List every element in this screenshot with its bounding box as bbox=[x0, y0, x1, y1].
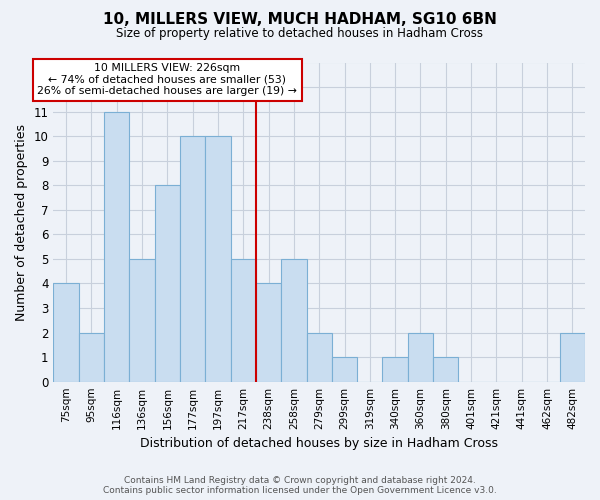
Bar bbox=[230, 259, 256, 382]
Bar bbox=[53, 284, 79, 382]
Bar bbox=[307, 332, 332, 382]
X-axis label: Distribution of detached houses by size in Hadham Cross: Distribution of detached houses by size … bbox=[140, 437, 498, 450]
Text: Size of property relative to detached houses in Hadham Cross: Size of property relative to detached ho… bbox=[116, 28, 484, 40]
Bar bbox=[256, 284, 281, 382]
Bar bbox=[130, 259, 155, 382]
Bar bbox=[180, 136, 205, 382]
Text: 10, MILLERS VIEW, MUCH HADHAM, SG10 6BN: 10, MILLERS VIEW, MUCH HADHAM, SG10 6BN bbox=[103, 12, 497, 28]
Bar bbox=[408, 332, 433, 382]
Bar bbox=[79, 332, 104, 382]
Bar bbox=[281, 259, 307, 382]
Text: Contains HM Land Registry data © Crown copyright and database right 2024.
Contai: Contains HM Land Registry data © Crown c… bbox=[103, 476, 497, 495]
Bar bbox=[332, 357, 357, 382]
Bar bbox=[433, 357, 458, 382]
Bar bbox=[382, 357, 408, 382]
Y-axis label: Number of detached properties: Number of detached properties bbox=[15, 124, 28, 320]
Bar bbox=[104, 112, 130, 382]
Bar bbox=[560, 332, 585, 382]
Bar bbox=[155, 186, 180, 382]
Text: 10 MILLERS VIEW: 226sqm
← 74% of detached houses are smaller (53)
26% of semi-de: 10 MILLERS VIEW: 226sqm ← 74% of detache… bbox=[37, 63, 297, 96]
Bar bbox=[205, 136, 230, 382]
